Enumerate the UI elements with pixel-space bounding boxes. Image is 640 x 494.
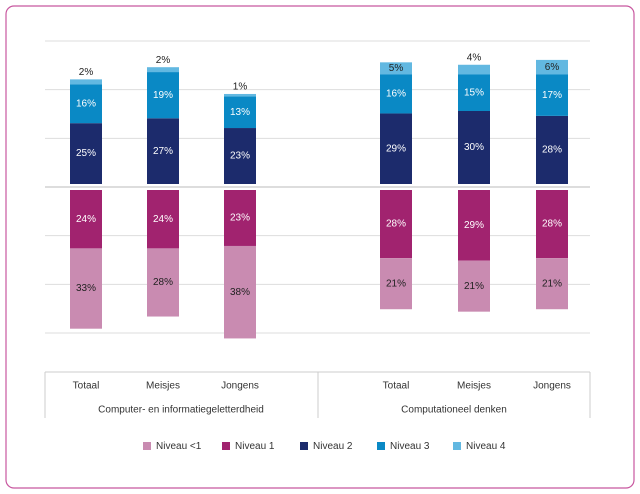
bar-segment	[70, 123, 102, 184]
data-label: 15%	[464, 87, 484, 98]
data-label: 25%	[76, 148, 96, 159]
data-label: 24%	[76, 214, 96, 225]
legend-swatch	[222, 442, 230, 450]
bar-segment	[70, 79, 102, 85]
legend-label: Niveau 2	[313, 441, 353, 452]
data-label: 21%	[542, 278, 562, 289]
legend-label: Niveau 4	[466, 441, 506, 452]
bar-segment	[70, 84, 102, 124]
bar-segment	[380, 190, 412, 259]
bar-segment	[70, 248, 102, 329]
data-label: 4%	[467, 52, 482, 63]
data-label: 19%	[153, 90, 173, 101]
data-label: 1%	[233, 82, 248, 93]
bar-segment	[536, 59, 568, 75]
data-label: 33%	[76, 283, 96, 294]
data-label: 28%	[542, 145, 562, 156]
bar-segment	[147, 118, 179, 184]
group-label: Computationeel denken	[401, 405, 507, 416]
bar-segment	[536, 115, 568, 184]
data-label: 23%	[230, 213, 250, 224]
bar-segment	[147, 72, 179, 119]
data-label: 23%	[230, 151, 250, 162]
data-label: 29%	[386, 143, 406, 154]
bar-segment	[458, 260, 490, 312]
data-label: 21%	[464, 281, 484, 292]
x-tick-label: Totaal	[73, 381, 100, 392]
data-label: 16%	[76, 98, 96, 109]
data-label: 6%	[545, 62, 560, 73]
bar-segment	[458, 111, 490, 184]
bar-segment	[536, 258, 568, 310]
bar-segment	[458, 190, 490, 261]
bar-segment	[224, 245, 256, 339]
legend-swatch	[453, 442, 461, 450]
legend-swatch	[300, 442, 308, 450]
bar-segment	[536, 190, 568, 259]
bar-segment	[224, 190, 256, 246]
data-label: 2%	[156, 55, 171, 66]
data-label: 38%	[230, 287, 250, 298]
data-label: 16%	[386, 89, 406, 100]
legend-label: Niveau <1	[156, 441, 202, 452]
bar-segment	[536, 74, 568, 116]
data-label: 29%	[464, 220, 484, 231]
bar-segment	[70, 190, 102, 249]
data-label: 27%	[153, 146, 173, 157]
data-label: 13%	[230, 107, 250, 118]
x-tick-label: Meisjes	[146, 381, 180, 392]
bar-segment	[380, 258, 412, 310]
bar-segment	[380, 62, 412, 75]
data-label: 30%	[464, 142, 484, 153]
x-tick-label: Jongens	[221, 381, 259, 392]
data-label: 17%	[542, 90, 562, 101]
data-label: 5%	[389, 63, 404, 74]
bar-segment	[147, 67, 179, 73]
bar-segment	[380, 74, 412, 114]
bar-segment	[380, 113, 412, 184]
x-tick-label: Totaal	[383, 381, 410, 392]
data-label: 2%	[79, 67, 94, 78]
bar-segment	[224, 93, 256, 97]
bar-segment	[458, 64, 490, 75]
data-label: 21%	[386, 278, 406, 289]
legend-label: Niveau 1	[235, 441, 275, 452]
bar-segment	[147, 190, 179, 249]
data-label: 28%	[542, 219, 562, 230]
bar-segment	[224, 128, 256, 184]
legend-swatch	[377, 442, 385, 450]
bar-segment	[458, 74, 490, 111]
group-label: Computer- en informatiegeletterdheid	[98, 405, 264, 416]
data-label: 28%	[386, 219, 406, 230]
legend-label: Niveau 3	[390, 441, 430, 452]
x-tick-label: Jongens	[533, 381, 571, 392]
data-label: 28%	[153, 277, 173, 288]
data-label: 24%	[153, 214, 173, 225]
bar-segment	[147, 248, 179, 317]
x-tick-label: Meisjes	[457, 381, 491, 392]
bar-segment	[224, 96, 256, 129]
legend-swatch	[143, 442, 151, 450]
